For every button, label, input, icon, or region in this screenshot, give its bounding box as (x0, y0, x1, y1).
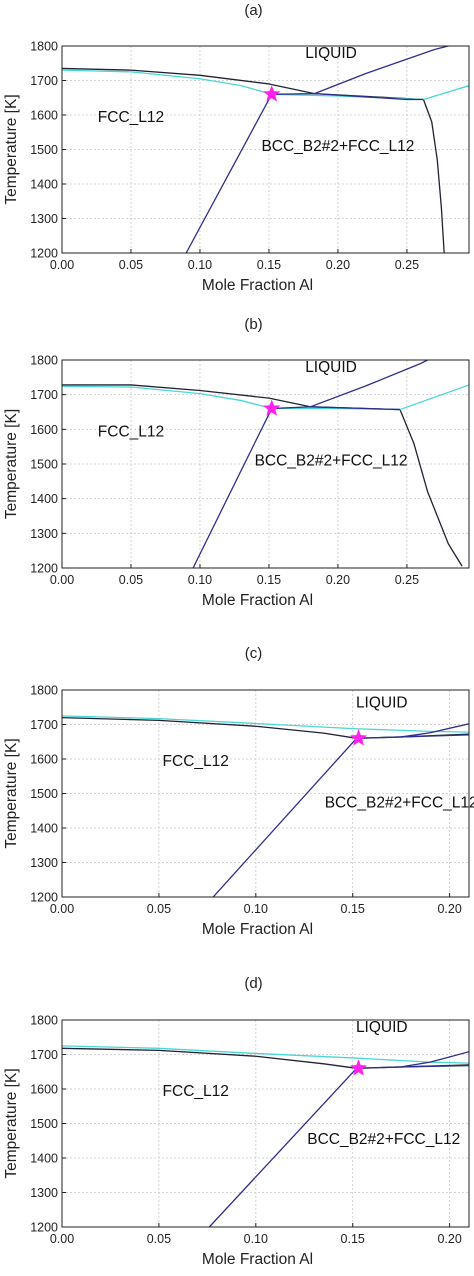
star-marker (349, 1059, 368, 1076)
x-tick-label: 0.20 (326, 258, 350, 272)
y-tick-label: 1800 (30, 354, 58, 368)
y-tick-label: 1500 (30, 458, 58, 472)
x-axis-title: Mole Fraction Al (202, 592, 313, 609)
phase-boundary-line (314, 46, 449, 95)
phase-region-label: FCC_L12 (98, 109, 164, 126)
y-tick-label: 1600 (30, 753, 58, 767)
phase-region-label: FCC_L12 (98, 423, 164, 440)
phase-region-label: FCC_L12 (163, 753, 229, 770)
x-tick-label: 0.10 (188, 573, 212, 587)
phase-region-label: LIQUID (305, 45, 357, 62)
y-tick-label: 1600 (30, 423, 58, 437)
phase-boundary-line (185, 92, 424, 253)
plot-area (62, 360, 469, 568)
x-tick-label: 0.00 (50, 1232, 74, 1246)
phase-boundary-line (310, 360, 428, 408)
y-axis-title: Temperature [K] (3, 1068, 20, 1178)
y-tick-label: 1200 (30, 891, 58, 905)
phase-boundary-line (401, 1064, 469, 1068)
y-tick-label: 1300 (30, 1186, 58, 1200)
y-tick-label: 1200 (30, 1221, 58, 1235)
y-tick-label: 1400 (30, 492, 58, 506)
y-tick-label: 1500 (30, 787, 58, 801)
star-marker (349, 729, 368, 746)
x-axis-title: Mole Fraction Al (202, 277, 313, 294)
chart-panel: (a) 0.00 0.05 0.10 0.15 0.20 0.25 1200 1300 1400 1… (3, 2, 470, 294)
y-tick-label: 1700 (30, 1048, 58, 1062)
x-tick-label: 0.05 (147, 1232, 171, 1246)
x-tick-label: 0.00 (50, 902, 74, 916)
x-tick-label: 0.05 (147, 902, 171, 916)
phase-region-label: FCC_L12 (163, 1083, 229, 1100)
y-axis-title: Temperature [K] (3, 94, 20, 204)
y-tick-label: 1300 (30, 212, 58, 226)
y-tick-label: 1400 (30, 822, 58, 836)
phase-region-label: LIQUID (356, 1019, 408, 1036)
x-tick-label: 0.25 (395, 573, 419, 587)
panel-label: (b) (244, 316, 262, 333)
panel-label: (c) (245, 645, 263, 662)
phase-boundary-line (192, 406, 401, 568)
y-axis-title: Temperature [K] (3, 409, 20, 519)
y-axis-title: Temperature [K] (3, 738, 20, 848)
phase-boundary-line (62, 1045, 469, 1064)
phase-region-label: BCC_B2#2+FCC_L12 (255, 453, 408, 470)
y-tick-label: 1800 (30, 684, 58, 698)
y-tick-label: 1400 (30, 1152, 58, 1166)
y-tick-label: 1600 (30, 109, 58, 123)
x-tick-label: 0.20 (437, 902, 461, 916)
phase-boundary-line (62, 715, 469, 733)
x-tick-label: 0.20 (437, 1232, 461, 1246)
y-tick-label: 1700 (30, 718, 58, 732)
plot-area (62, 715, 469, 897)
star-marker (262, 85, 281, 102)
star-marker (262, 399, 281, 416)
chart-panel: (c) 0.00 0.05 0.10 0.15 0.20 1200 1300 1400 1500 1… (3, 645, 474, 938)
y-tick-label: 1300 (30, 527, 58, 541)
x-tick-label: 0.10 (244, 1232, 268, 1246)
phase-boundary-line (62, 69, 469, 101)
y-tick-label: 1600 (30, 1083, 58, 1097)
x-axis-title: Mole Fraction Al (202, 921, 313, 938)
x-tick-label: 0.05 (119, 258, 143, 272)
x-tick-label: 0.15 (257, 258, 281, 272)
phase-boundary-line (62, 384, 463, 567)
phase-boundary-line (62, 67, 445, 253)
x-tick-label: 0.15 (257, 573, 281, 587)
x-tick-label: 0.20 (326, 573, 350, 587)
y-tick-label: 1200 (30, 562, 58, 576)
x-tick-label: 0.00 (50, 258, 74, 272)
y-tick-label: 1300 (30, 856, 58, 870)
phase-region-label: BCC_B2#2+FCC_L12 (261, 138, 414, 155)
y-tick-label: 1800 (30, 1014, 58, 1028)
x-axis-title: Mole Fraction Al (202, 1251, 313, 1268)
phase-region-label: BCC_B2#2+FCC_L12 (307, 1131, 460, 1148)
y-tick-label: 1700 (30, 388, 58, 402)
x-tick-label: 0.25 (395, 258, 419, 272)
x-tick-label: 0.00 (50, 573, 74, 587)
plot-area (62, 46, 469, 253)
phase-region-label: BCC_B2#2+FCC_L12 (325, 794, 474, 811)
x-tick-label: 0.05 (119, 573, 143, 587)
phase-region-label: LIQUID (356, 694, 408, 711)
panel-label: (d) (244, 975, 262, 992)
chart-panel: (b) 0.00 0.05 0.10 0.15 0.20 0.25 1200 1300 1400 1… (3, 316, 470, 609)
panel-label: (a) (244, 2, 262, 19)
phase-region-label: LIQUID (305, 359, 357, 376)
y-tick-label: 1800 (30, 40, 58, 54)
y-tick-label: 1200 (30, 247, 58, 261)
x-tick-label: 0.10 (188, 258, 212, 272)
y-tick-label: 1500 (30, 143, 58, 157)
plot-area (62, 1045, 469, 1227)
y-tick-label: 1400 (30, 178, 58, 192)
x-tick-label: 0.15 (341, 902, 365, 916)
y-tick-label: 1700 (30, 74, 58, 88)
phase-boundary-line (62, 716, 469, 739)
chart-panel: (d) 0.00 0.05 0.10 0.15 0.20 1200 1300 1400 1500 1… (3, 975, 470, 1268)
x-tick-label: 0.15 (341, 1232, 365, 1246)
x-tick-label: 0.10 (244, 902, 268, 916)
y-tick-label: 1500 (30, 1117, 58, 1131)
phase-boundary-line (401, 734, 469, 738)
